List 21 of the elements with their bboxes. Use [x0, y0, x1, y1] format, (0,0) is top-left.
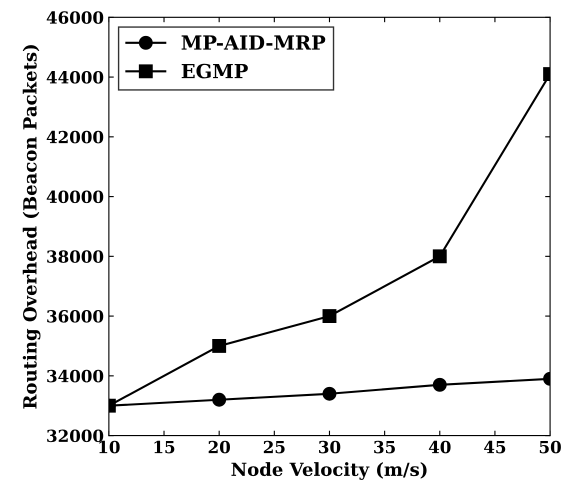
x-tick-label: 30 — [319, 440, 340, 454]
y-tick-label: 44000 — [46, 71, 104, 84]
y-tick-label: 42000 — [46, 130, 104, 144]
x-tick-label: 50 — [540, 440, 561, 454]
x-tick-label: 15 — [154, 440, 174, 454]
x-tick-label: 45 — [484, 440, 506, 454]
legend-label: EGMP — [182, 64, 248, 78]
x-axis-title: Node Velocity (m/s) — [231, 462, 427, 480]
legend-label: MP-AID-MRP — [182, 35, 326, 50]
x-tick-label: 20 — [208, 440, 230, 454]
y-axis-title: Routing Overhead (Beacon Packets) — [22, 45, 40, 409]
y-tick-label: 32000 — [47, 430, 104, 442]
y-tick-label: 38000 — [47, 250, 104, 263]
y-tick-label: 36000 — [47, 310, 104, 323]
x-tick-label: 40 — [428, 440, 451, 454]
x-tick-label: 25 — [264, 440, 285, 454]
y-tick-label: 46000 — [46, 11, 104, 24]
x-tick-label: 10 — [99, 440, 120, 454]
x-tick-label: 35 — [374, 440, 395, 454]
y-tick-label: 40000 — [46, 190, 104, 204]
y-tick-label: 34000 — [47, 370, 104, 382]
